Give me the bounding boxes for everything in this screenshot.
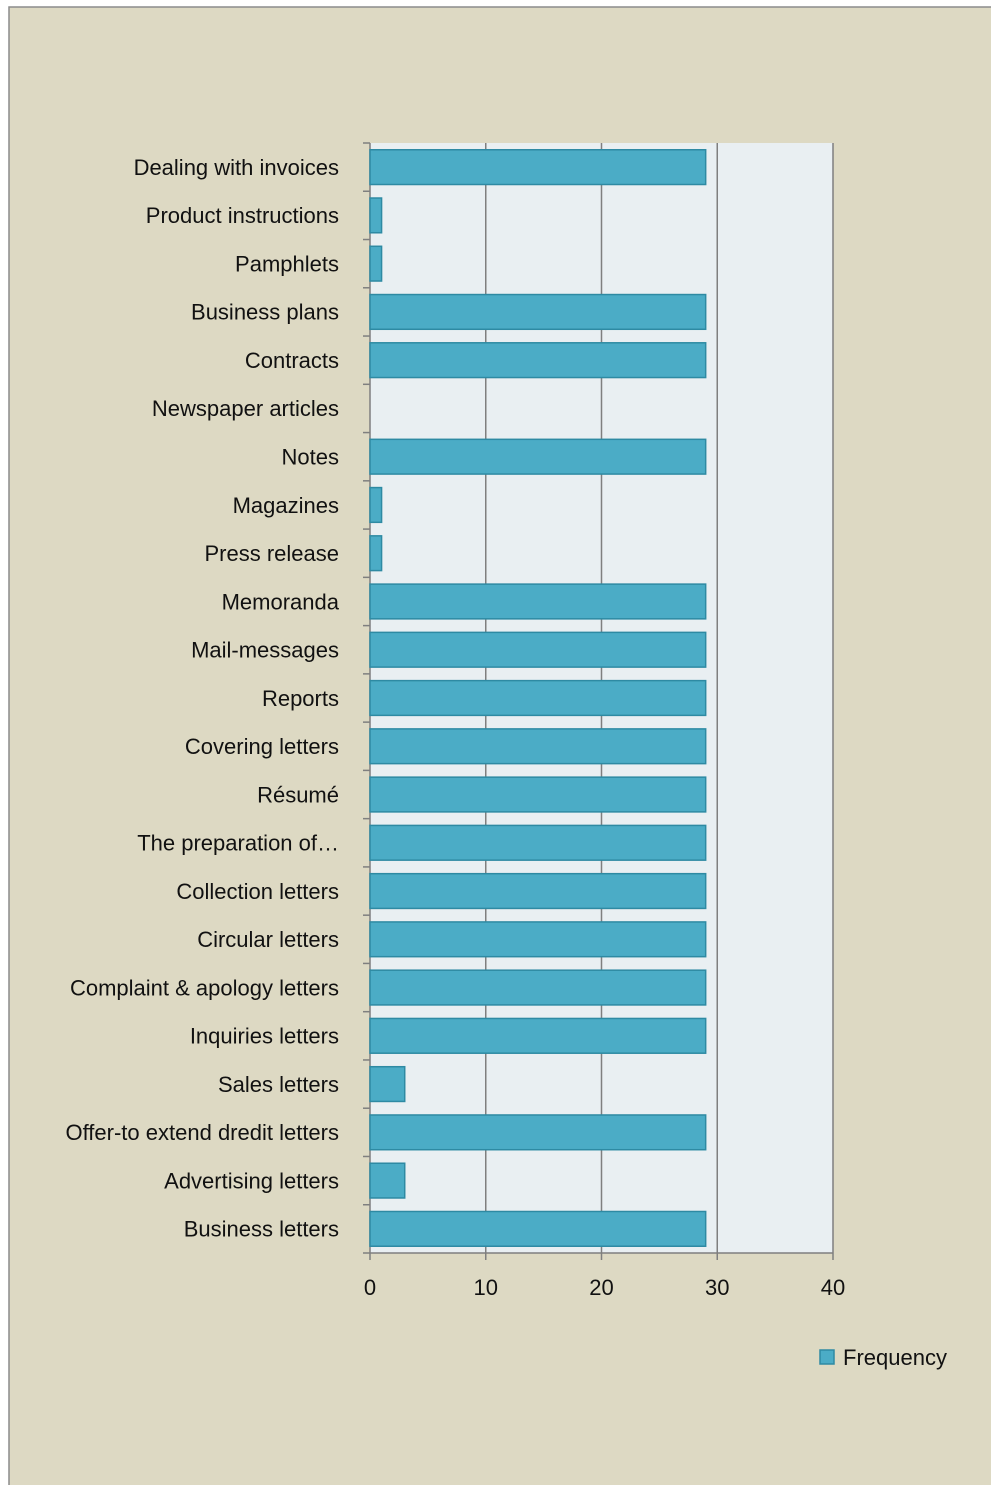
y-tick-label: Inquiries letters [190,1024,339,1049]
bar [369,776,707,813]
y-tick-label: Complaint & apology letters [70,975,339,1000]
bar [369,1210,707,1247]
y-tick-label: Dealing with invoices [134,155,339,180]
y-tick-label: Offer-to extend dredit letters [65,1120,339,1145]
bar [369,1017,707,1054]
bar [369,293,707,331]
y-tick-label: Sales letters [218,1072,339,1097]
legend-swatch [819,1349,835,1365]
x-tick-label: 20 [589,1275,613,1300]
y-tick-label: Business letters [184,1217,339,1242]
y-tick-label: Pamphlets [235,251,339,276]
bar [369,438,707,475]
y-tick-label: The preparation of… [137,831,339,856]
bar [369,149,707,186]
legend-label: Frequency [843,1345,947,1370]
bar [369,535,383,572]
bar [369,728,707,765]
x-tick-label: 0 [364,1275,376,1300]
y-tick-label: Newspaper articles [152,396,339,421]
y-tick-label: Memoranda [222,589,340,614]
bar [369,872,707,910]
y-tick-label: Mail-messages [191,638,339,663]
x-tick-label: 10 [474,1275,498,1300]
y-tick-label: Contracts [245,348,339,373]
bar [369,245,383,282]
y-tick-label: Résumé [257,782,339,807]
bar [369,824,707,861]
bar [369,1114,707,1151]
y-tick-label: Covering letters [185,734,339,759]
bar [369,679,707,717]
y-tick-label: Business plans [191,300,339,325]
y-tick-label: Circular letters [197,927,339,952]
y-tick-label: Collection letters [176,879,339,904]
y-tick-label: Reports [262,686,339,711]
bar [369,197,383,234]
bar [369,1162,406,1199]
y-tick-label: Notes [282,445,339,470]
bar [369,921,707,958]
bar [369,969,707,1006]
y-tick-label: Advertising letters [164,1168,339,1193]
y-tick-label: Magazines [233,493,339,518]
y-tick-label: Product instructions [146,203,339,228]
x-tick-label: 40 [821,1275,845,1300]
bar [369,486,383,524]
bar [369,631,707,668]
x-tick-label: 30 [705,1275,729,1300]
y-tick-label: Press release [204,541,339,566]
bar [369,342,707,379]
bar [369,1065,406,1103]
bar [369,583,707,620]
